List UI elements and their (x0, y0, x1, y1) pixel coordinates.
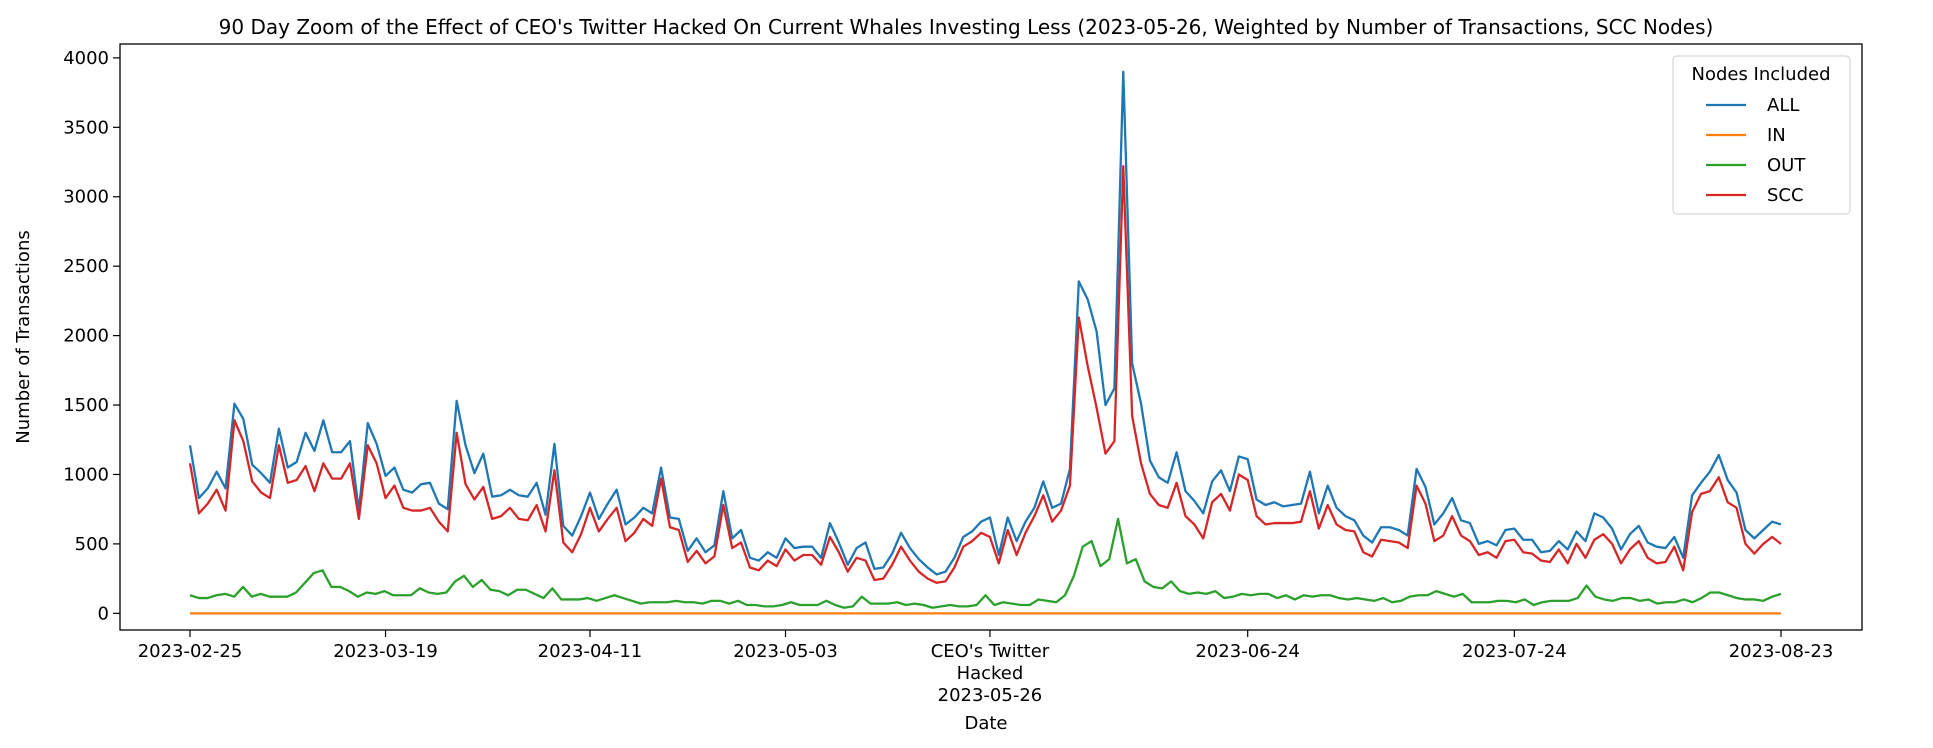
y-tick-label: 3500 (63, 117, 109, 138)
series-line-all (188, 70, 1782, 576)
y-tick-label: 500 (75, 534, 109, 555)
x-tick-label: 2023-05-26 (938, 685, 1043, 706)
y-tick-label: 3000 (63, 187, 109, 208)
x-axis-label: Date (964, 713, 1007, 734)
plot-series (188, 70, 1782, 615)
y-tick-label: 1500 (63, 395, 109, 416)
legend: Nodes Included ALL IN OUT SCC (1672, 55, 1851, 215)
x-axis: 2023-02-25 2023-03-19 2023-04-11 2023-05-03… (138, 630, 1834, 706)
plot-frame (119, 43, 1863, 631)
series-line-out (189, 517, 1782, 609)
x-tick-label: CEO's Twitter (931, 641, 1050, 662)
y-tick-label: 2500 (63, 256, 109, 277)
series-line-scc (188, 165, 1782, 584)
legend-label-in: IN (1767, 125, 1786, 146)
legend-title: Nodes Included (1691, 64, 1830, 85)
y-axis-label: Number of Transactions (13, 230, 34, 443)
legend-label-all: ALL (1767, 95, 1799, 116)
legend-label-out: OUT (1767, 155, 1806, 176)
x-tick-label: 2023-06-24 (1195, 641, 1300, 662)
x-tick-label: 2023-02-25 (138, 641, 243, 662)
x-tick-label: 2023-04-11 (538, 641, 643, 662)
x-tick-label: 2023-05-03 (733, 641, 838, 662)
y-tick-label: 0 (98, 603, 109, 624)
y-tick-label: 4000 (63, 48, 109, 69)
x-tick-label: 2023-08-23 (1729, 641, 1834, 662)
x-tick-label: 2023-03-19 (333, 641, 438, 662)
chart-title: 90 Day Zoom of the Effect of CEO's Twitt… (219, 15, 1714, 39)
x-tick-label: Hacked (957, 663, 1024, 684)
y-tick-label: 2000 (63, 326, 109, 347)
y-tick-label: 1000 (63, 464, 109, 485)
legend-box (1672, 55, 1851, 215)
legend-label-scc: SCC (1767, 185, 1804, 206)
x-tick-label: 2023-07-24 (1462, 641, 1567, 662)
y-axis: 0 500 1000 1500 2000 2500 3000 3500 4000 (63, 48, 120, 624)
